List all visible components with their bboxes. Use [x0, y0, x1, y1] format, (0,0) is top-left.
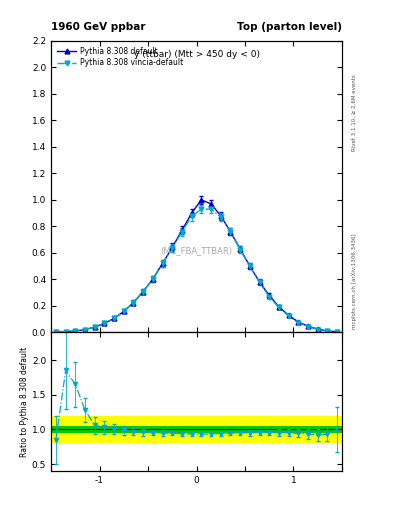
Text: Rivet 3.1.10, ≥ 2.6M events: Rivet 3.1.10, ≥ 2.6M events: [352, 74, 357, 151]
Text: 1960 GeV ppbar: 1960 GeV ppbar: [51, 22, 145, 32]
Text: (MC_FBA_TTBAR): (MC_FBA_TTBAR): [160, 246, 233, 255]
Text: Top (parton level): Top (parton level): [237, 22, 342, 32]
Text: y (ttbar) (Mtt > 450 dy < 0): y (ttbar) (Mtt > 450 dy < 0): [134, 50, 259, 59]
Y-axis label: Ratio to Pythia 8.308 default: Ratio to Pythia 8.308 default: [20, 347, 29, 457]
Legend: Pythia 8.308 default, Pythia 8.308 vincia-default: Pythia 8.308 default, Pythia 8.308 vinci…: [55, 45, 185, 70]
Text: mcplots.cern.ch [arXiv:1306.3436]: mcplots.cern.ch [arXiv:1306.3436]: [352, 234, 357, 329]
